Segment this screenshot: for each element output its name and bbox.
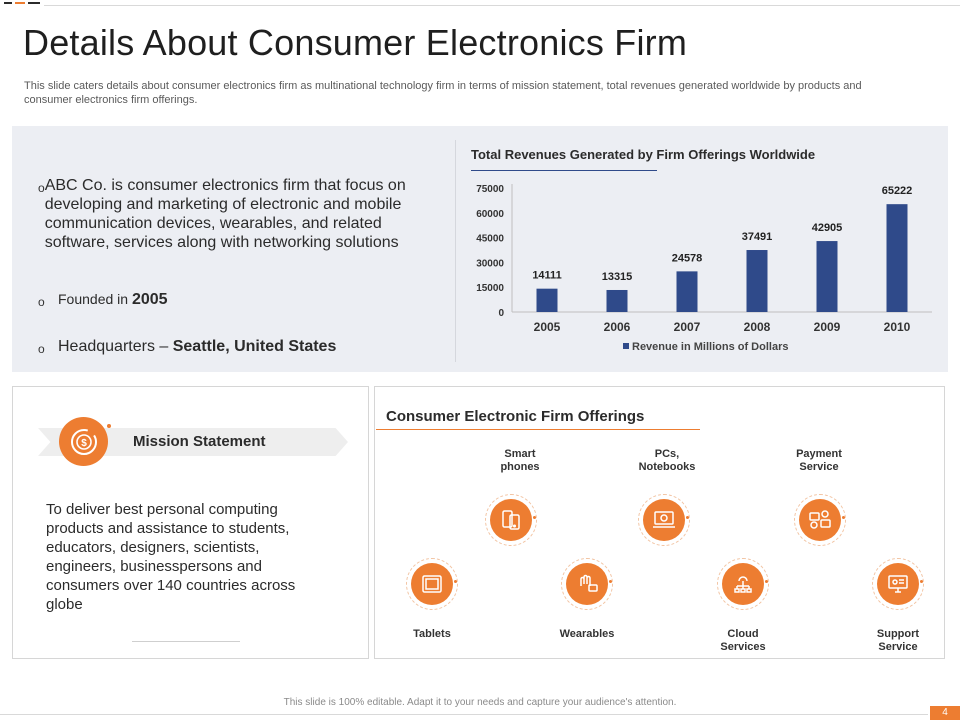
data-label: 65222 [882,185,913,197]
y-tick-label: 0 [498,308,504,319]
dollar-refresh-icon: $ [70,428,97,455]
bar [746,250,768,312]
offering-label-wearables: Wearables [537,628,637,641]
bar [536,288,558,312]
data-label: 42905 [812,222,843,234]
founded-prefix: Founded in [58,291,132,307]
legend-swatch [623,343,629,349]
data-label: 14111 [532,270,561,282]
offering-label-text: Payment Service [796,448,842,473]
x-tick-label: 2008 [744,320,771,334]
bullet-mark: o [38,342,45,356]
founded-year: 2005 [131,291,168,308]
bullet-description: o ABC Co. is consumer electronics firm t… [38,176,438,252]
offering-label-text: Wearables [559,628,615,640]
payment-icon [809,510,831,529]
bar [676,271,698,312]
support-monitor-icon [888,575,908,593]
bar [886,204,908,312]
slide-title: Details About Consumer Electronics Firm [23,22,688,63]
headquarters-text: Headquarters – Seattle, United States [58,337,336,359]
offering-label-smartphones: Smart phones [470,448,570,474]
offering-label-text: Support Service [876,628,920,653]
panel-divider [455,140,456,362]
founded-text: Founded in 2005 [58,290,168,312]
offerings-title-rule [376,429,700,430]
bar [606,289,628,312]
legend-label: Revenue in Millions of Dollars [632,341,788,353]
offering-label-tablets: Tablets [382,628,482,641]
tablet-icon [422,575,442,593]
headquarters-prefix: Headquarters – [58,338,173,355]
offering-icon-pcs [638,494,690,546]
smartphone-icon [502,510,520,530]
chart-title-rule [471,170,657,171]
laptop-icon [653,511,675,528]
bullet-mark: o [38,181,45,195]
company-description: ABC Co. is consumer electronics firm tha… [44,177,406,251]
cloud-network-icon [734,576,752,593]
x-tick-label: 2005 [534,320,561,334]
x-tick-label: 2010 [884,320,911,334]
offering-icon-payment [794,494,846,546]
mission-text: To deliver best personal computing produ… [46,501,296,613]
offering-label-text: PCs, Notebooks [638,448,696,473]
mission-label: Mission Statement [133,433,266,450]
wearable-icon [580,574,598,592]
x-tick-label: 2006 [604,320,631,334]
top-rule [44,5,960,6]
footer-rule [0,714,928,715]
offering-label-text: Cloud Services [720,628,766,653]
y-tick-label: 30000 [476,258,504,269]
y-tick-label: 60000 [476,209,504,220]
revenue-bar-chart: 0 15000 30000 45000 60000 75000 14111 2005 13315… [476,184,932,353]
footer-note: This slide is 100% editable. Adapt it to… [283,697,677,708]
offering-label-support: Support Service [848,628,948,654]
offering-label-text: Smart phones [500,448,540,473]
bullet-founded: o Founded in 2005 [38,290,168,312]
mission-rule [132,641,240,642]
mission-icon-badge: $ [59,417,108,466]
slide-subtitle: This slide caters details about consumer… [24,80,862,106]
offering-icon-smartphones [485,494,537,546]
x-tick-label: 2009 [814,320,841,334]
svg-text:$: $ [81,438,87,449]
top-accent [0,0,960,6]
data-label: 13315 [602,271,633,283]
chart-title: Total Revenues Generated by Firm Offerin… [471,147,816,162]
offering-label-text: Tablets [413,628,451,640]
offering-icon-tablets [406,558,458,610]
x-tick-label: 2007 [674,320,701,334]
offerings-title: Consumer Electronic Firm Offerings [386,408,645,425]
offering-label-pcs: PCs, Notebooks [617,448,717,474]
page-number: 4 [930,706,960,720]
y-tick-label: 75000 [476,184,504,195]
offering-label-payment: Payment Service [769,448,869,474]
bar [816,241,838,312]
bullet-headquarters: o Headquarters – Seattle, United States [38,337,336,359]
offering-icon-wearables [561,558,613,610]
mission-dot [107,424,111,428]
y-tick-label: 15000 [476,283,504,294]
bullet-mark: o [38,295,45,309]
y-tick-label: 45000 [476,234,504,245]
headquarters-location: Seattle, United States [172,338,337,355]
overview-panel [12,126,948,372]
data-label: 24578 [672,252,703,264]
data-label: 37491 [742,231,773,243]
offering-icon-cloud [717,558,769,610]
offering-icon-support [872,558,924,610]
offering-label-cloud: Cloud Services [693,628,793,654]
